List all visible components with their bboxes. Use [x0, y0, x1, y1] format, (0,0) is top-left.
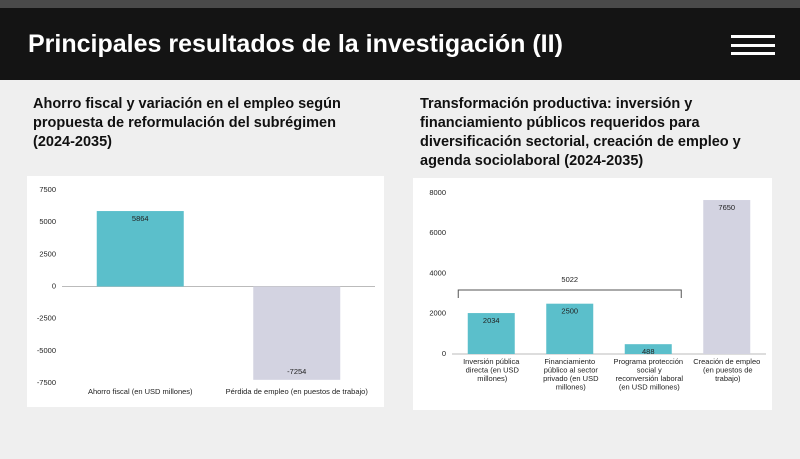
y-tick-label: 2000 — [429, 309, 446, 318]
x-tick-label: Programa protección social y reconversió… — [613, 357, 683, 392]
x-tick-label: Pérdida de empleo (en puestos de trabajo… — [226, 387, 369, 396]
bar — [546, 303, 594, 354]
top-bar — [0, 0, 800, 8]
y-tick-label: 0 — [52, 281, 56, 290]
chart-title: Transformación productiva: inversión y f… — [420, 96, 741, 169]
bar — [467, 313, 515, 354]
header: Principales resultados de la investigaci… — [0, 8, 800, 80]
chart-title: Ahorro fiscal y variación en el empleo s… — [33, 96, 341, 150]
y-tick-label: 5000 — [39, 217, 56, 226]
bar — [253, 286, 341, 380]
menu-icon[interactable] — [731, 44, 775, 47]
bracket — [457, 289, 682, 298]
x-tick-label: Ahorro fiscal (en USD millones) — [88, 387, 193, 396]
y-tick-label: -2500 — [37, 314, 56, 323]
menu-icon[interactable] — [731, 52, 775, 55]
menu-icon[interactable] — [731, 35, 775, 38]
data-label: 488 — [642, 347, 655, 356]
y-tick-label: -7500 — [37, 378, 56, 387]
bar — [624, 344, 672, 354]
bar — [96, 211, 184, 287]
data-label: -7254 — [287, 367, 306, 376]
x-tick-label: Creación de empleo (en puestos de trabaj… — [693, 357, 760, 383]
y-tick-label: 6000 — [429, 228, 446, 237]
data-label: 2034 — [483, 316, 500, 325]
bracket-label: 5022 — [561, 275, 578, 284]
x-tick-label: Financiamiento público al sector privado… — [541, 357, 599, 392]
page-title: Principales resultados de la investigaci… — [28, 30, 563, 58]
data-label: 7650 — [718, 203, 735, 212]
y-tick-label: 0 — [442, 349, 446, 358]
y-tick-label: 4000 — [429, 268, 446, 277]
x-tick-label: Inversión pública directa (en USD millon… — [463, 357, 520, 383]
y-tick-label: -5000 — [37, 346, 56, 355]
bar — [703, 200, 751, 354]
data-label: 5864 — [132, 214, 149, 223]
data-label: 2500 — [561, 307, 578, 316]
y-tick-label: 2500 — [39, 249, 56, 258]
y-tick-label: 7500 — [39, 185, 56, 194]
y-tick-label: 8000 — [429, 188, 446, 197]
